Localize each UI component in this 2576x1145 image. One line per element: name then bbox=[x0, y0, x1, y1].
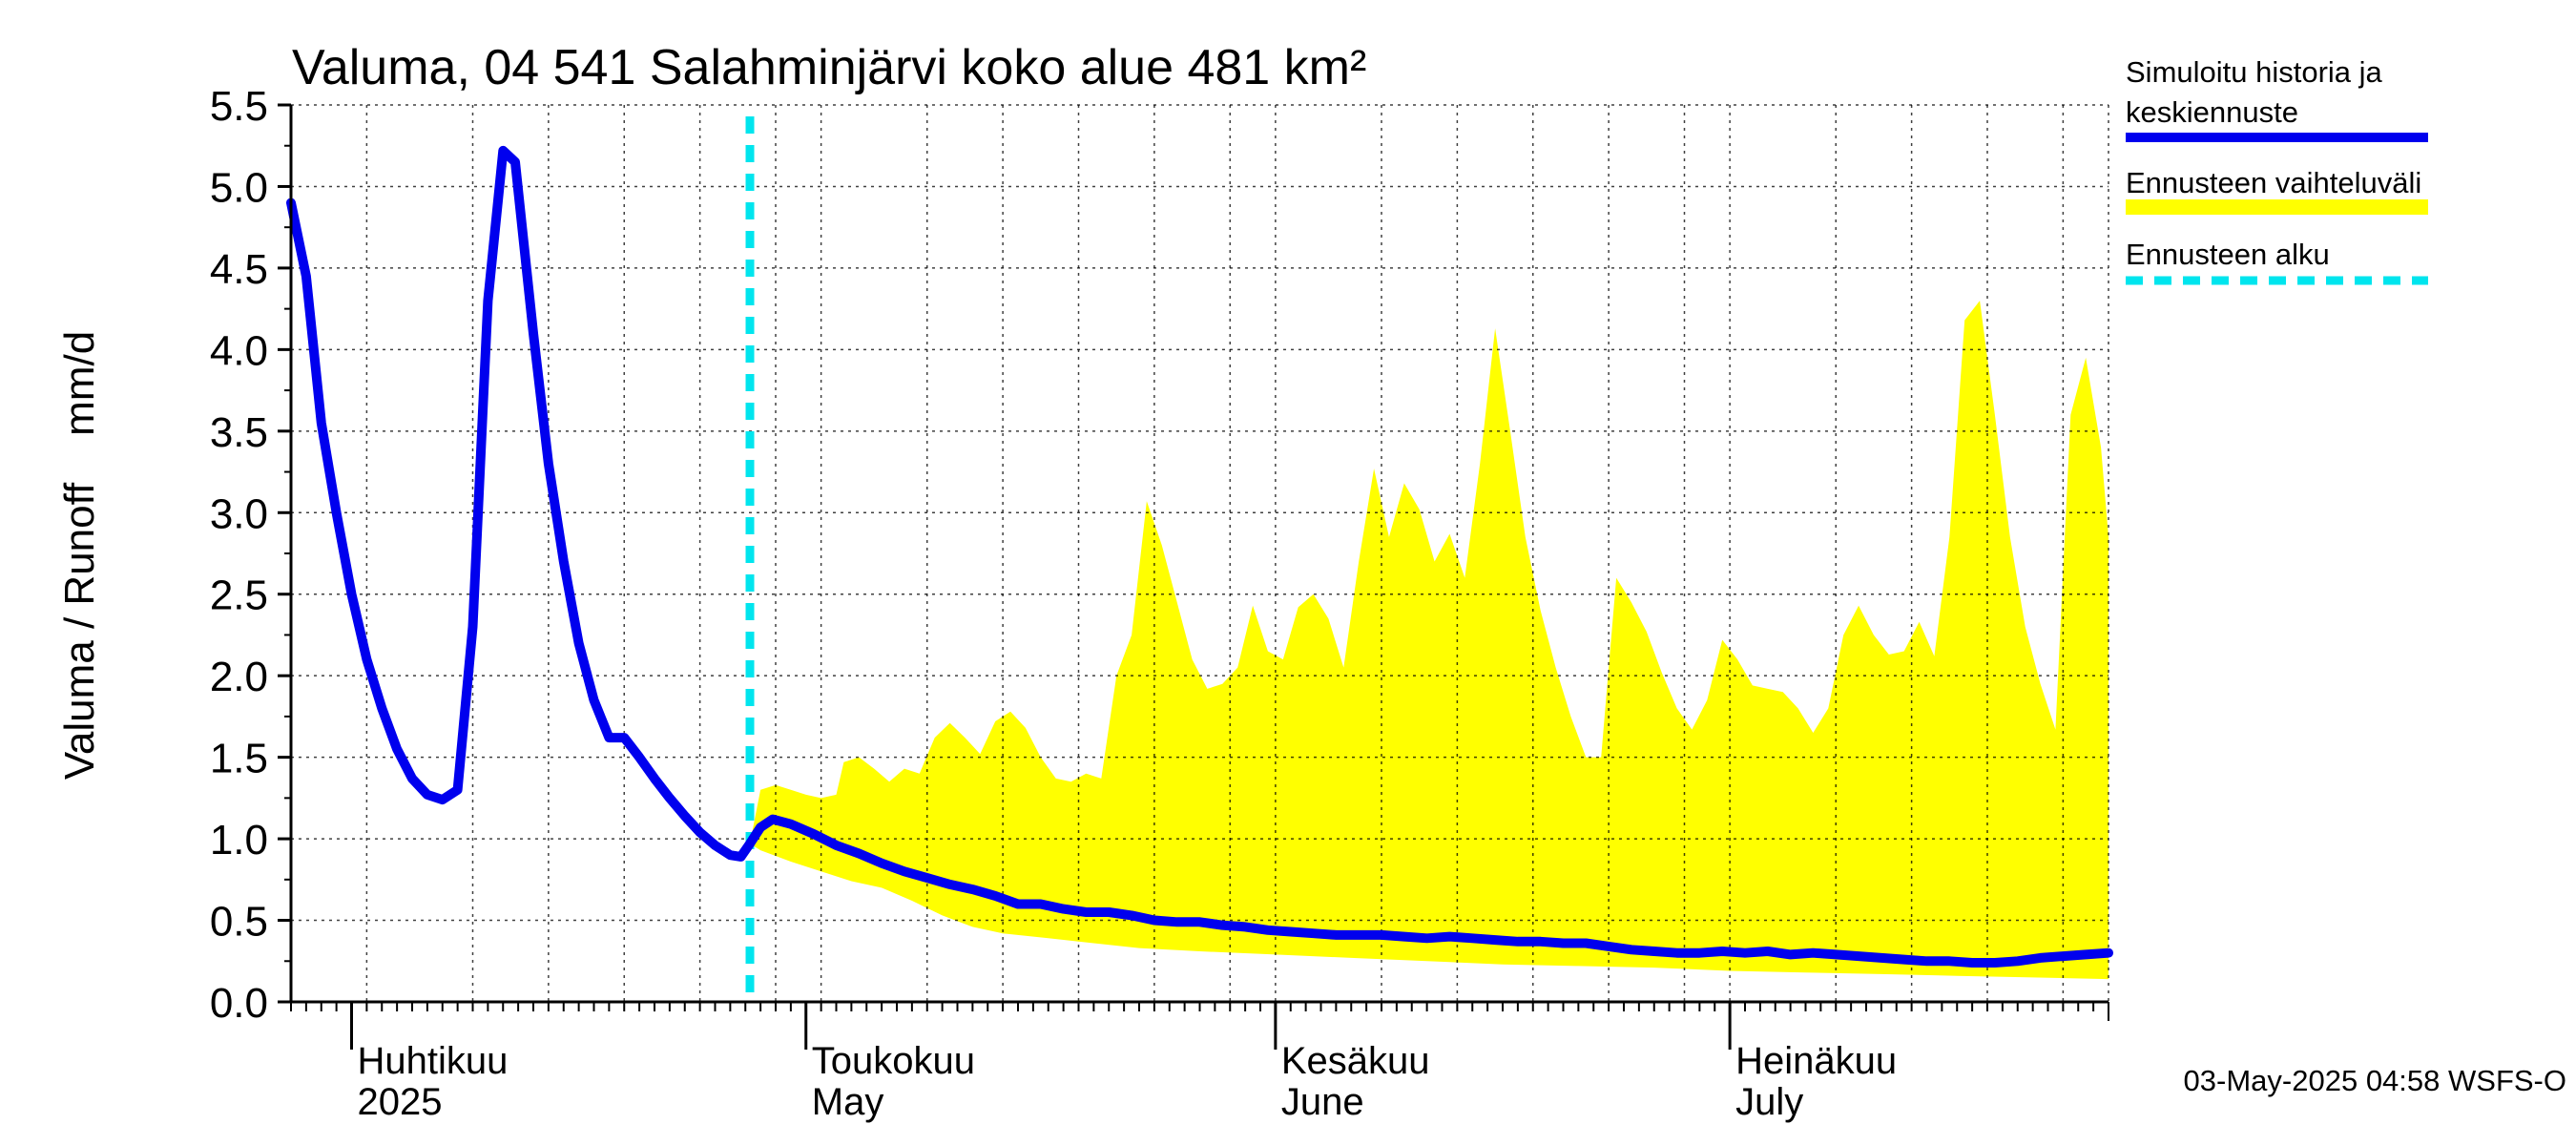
month-label-en: June bbox=[1281, 1081, 1364, 1123]
chart-title: Valuma, 04 541 Salahminjärvi koko alue 4… bbox=[292, 40, 1366, 95]
y-tick-label: 5.5 bbox=[210, 83, 268, 130]
legend-label-simulated-line1: Simuloitu historia ja bbox=[2126, 55, 2383, 89]
legend-label-simulated-line2: keskiennuste bbox=[2126, 95, 2298, 129]
y-tick-label: 3.5 bbox=[210, 409, 268, 456]
legend: Simuloitu historia ja keskiennuste Ennus… bbox=[2126, 55, 2428, 285]
runoff-series-layer bbox=[286, 145, 2113, 968]
month-label-fi: Kesäkuu bbox=[1281, 1040, 1430, 1082]
y-tick-label: 0.5 bbox=[210, 899, 268, 946]
y-tick-label: 4.0 bbox=[210, 327, 268, 374]
simulated-runoff-line bbox=[286, 145, 2113, 968]
month-label-fi: Heinäkuu bbox=[1735, 1040, 1897, 1082]
forecast-band-layer bbox=[750, 301, 2109, 980]
axes bbox=[278, 103, 2109, 1050]
y-tick-label: 2.0 bbox=[210, 654, 268, 700]
y-axis-label: Valuma / Runoff mm/d bbox=[56, 331, 103, 780]
month-label-en: July bbox=[1735, 1081, 1803, 1123]
y-tick-label: 1.5 bbox=[210, 736, 268, 782]
y-tick-label: 1.0 bbox=[210, 817, 268, 864]
legend-label-forecast-start: Ennusteen alku bbox=[2126, 238, 2330, 271]
month-label-en: May bbox=[812, 1081, 884, 1123]
month-label-en: 2025 bbox=[358, 1081, 443, 1123]
y-tick-label: 5.0 bbox=[210, 164, 268, 211]
legend-label-range: Ennusteen vaihteluväli bbox=[2126, 166, 2421, 199]
forecast-range-band bbox=[750, 301, 2109, 980]
y-tick-label: 2.5 bbox=[210, 572, 268, 619]
y-tick-label: 4.5 bbox=[210, 246, 268, 293]
month-label-fi: Huhtikuu bbox=[358, 1040, 509, 1082]
y-tick-label: 3.0 bbox=[210, 490, 268, 537]
y-tick-labels: 0.0 0.5 1.0 1.5 2.0 2.5 3.0 3.5 4.0 4.5 5.0 5.5 bbox=[210, 83, 268, 1027]
timestamp: 03-May-2025 04:58 WSFS-O bbox=[2184, 1064, 2566, 1097]
month-label-fi: Toukokuu bbox=[812, 1040, 975, 1082]
y-tick-label: 0.0 bbox=[210, 980, 268, 1027]
